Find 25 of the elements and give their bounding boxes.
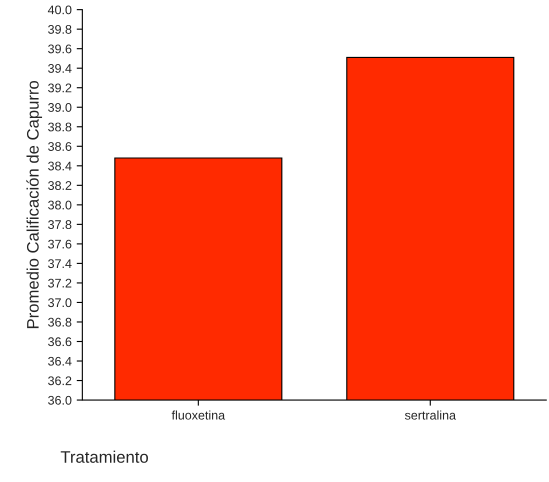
y-tick-label: 39.6 (48, 44, 72, 54)
y-tick-label: 37.0 (48, 298, 72, 308)
y-tick-label: 40.0 (48, 5, 72, 14)
y-tick-label: 36.2 (48, 376, 72, 386)
y-tick-label: 37.2 (48, 278, 72, 288)
y-tick-label: 39.8 (48, 24, 72, 34)
y-tick-label: 37.8 (48, 220, 72, 230)
y-tick-label: 38.8 (48, 122, 72, 132)
y-tick-label: 38.2 (48, 181, 72, 190)
y-tick-label: 39.2 (48, 84, 72, 92)
y-tick-label: 38.6 (48, 142, 72, 151)
y-tick-label: 38.4 (48, 162, 72, 170)
y-tick-label: 36.6 (48, 337, 72, 346)
y-tick-label: 36.4 (48, 356, 72, 366)
y-tick-label: 39.4 (48, 64, 72, 73)
y-tick-label: 36.8 (48, 318, 72, 327)
y-tick-label: 37.6 (48, 240, 72, 249)
y-tick-label: 36.0 (48, 396, 72, 405)
x-axis-title: Tratamiento (60, 450, 148, 463)
y-axis-title: Promedio Calificación de Capurro (26, 80, 42, 328)
y-tick-label: 38.0 (48, 200, 72, 210)
y-tick-label: 37.4 (48, 259, 72, 268)
x-tick-label: fluoxetina (172, 410, 226, 420)
y-tick-label: 39.0 (48, 103, 72, 112)
x-tick-label: sertralina (404, 410, 456, 420)
